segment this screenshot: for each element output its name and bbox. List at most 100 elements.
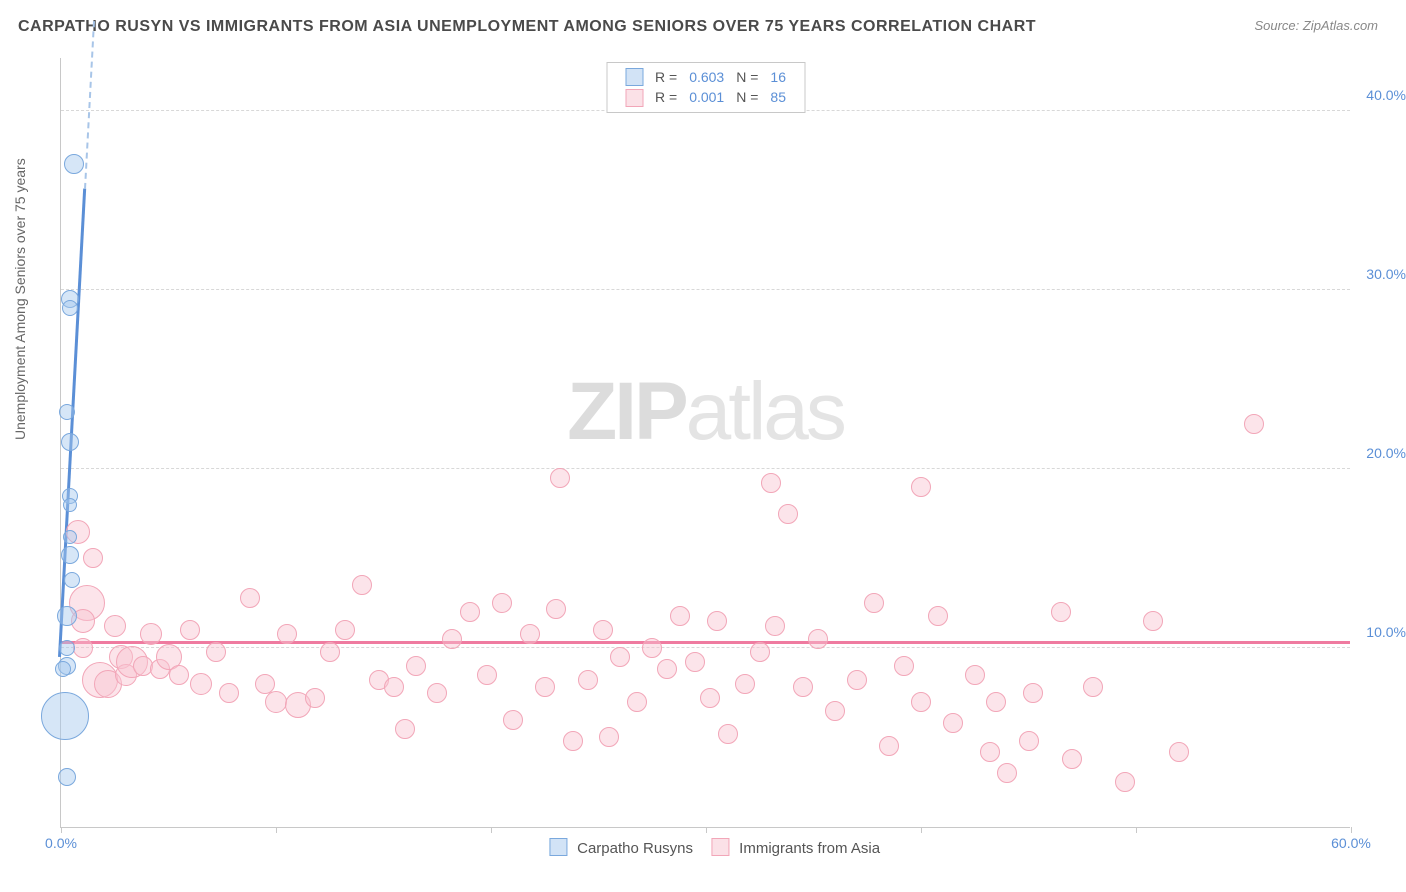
legend-swatch bbox=[625, 68, 643, 86]
data-point-pink bbox=[578, 670, 598, 690]
data-point-pink bbox=[492, 593, 512, 613]
data-point-pink bbox=[384, 677, 404, 697]
xtick-mark bbox=[706, 827, 707, 833]
data-point-pink bbox=[765, 616, 785, 636]
data-point-pink bbox=[928, 606, 948, 626]
xtick-label: 60.0% bbox=[1331, 835, 1371, 851]
watermark-bold: ZIP bbox=[567, 366, 686, 457]
header: CARPATHO RUSYN VS IMMIGRANTS FROM ASIA U… bbox=[0, 0, 1406, 44]
data-point-blue bbox=[61, 546, 79, 564]
data-point-pink bbox=[395, 719, 415, 739]
data-point-blue bbox=[64, 154, 84, 174]
data-point-pink bbox=[685, 652, 705, 672]
data-point-pink bbox=[219, 683, 239, 703]
data-point-pink bbox=[980, 742, 1000, 762]
data-point-blue bbox=[58, 768, 76, 786]
watermark-light: atlas bbox=[686, 366, 844, 457]
gridline-h bbox=[61, 647, 1350, 648]
data-point-pink bbox=[240, 588, 260, 608]
data-point-pink bbox=[546, 599, 566, 619]
ytick-label: 20.0% bbox=[1366, 445, 1406, 461]
data-point-pink bbox=[997, 763, 1017, 783]
data-point-pink bbox=[73, 638, 93, 658]
data-point-blue bbox=[64, 572, 80, 588]
data-point-pink bbox=[593, 620, 613, 640]
data-point-pink bbox=[180, 620, 200, 640]
ytick-label: 40.0% bbox=[1366, 87, 1406, 103]
data-point-pink bbox=[825, 701, 845, 721]
legend-r-value: 0.001 bbox=[683, 87, 730, 107]
data-point-pink bbox=[627, 692, 647, 712]
ytick-label: 30.0% bbox=[1366, 266, 1406, 282]
gridline-h bbox=[61, 289, 1350, 290]
data-point-pink bbox=[1083, 677, 1103, 697]
data-point-pink bbox=[1062, 749, 1082, 769]
data-point-blue bbox=[41, 692, 89, 740]
ytick-label: 10.0% bbox=[1366, 624, 1406, 640]
xtick-mark bbox=[1136, 827, 1137, 833]
data-point-pink bbox=[1169, 742, 1189, 762]
chart-plot-area: ZIPatlas 10.0%20.0%30.0%40.0%0.0%60.0%R … bbox=[60, 58, 1350, 828]
gridline-h bbox=[61, 468, 1350, 469]
data-point-pink bbox=[793, 677, 813, 697]
legend-swatch bbox=[625, 89, 643, 107]
legend-n-label: N = bbox=[730, 87, 764, 107]
data-point-pink bbox=[335, 620, 355, 640]
legend-n-label: N = bbox=[730, 67, 764, 87]
xtick-label: 0.0% bbox=[45, 835, 77, 851]
data-point-pink bbox=[1143, 611, 1163, 631]
data-point-pink bbox=[879, 736, 899, 756]
data-point-blue bbox=[61, 433, 79, 451]
data-point-pink bbox=[1023, 683, 1043, 703]
data-point-pink bbox=[503, 710, 523, 730]
data-point-pink bbox=[761, 473, 781, 493]
legend-n-value: 85 bbox=[764, 87, 792, 107]
data-point-pink bbox=[986, 692, 1006, 712]
data-point-pink bbox=[206, 642, 226, 662]
legend-correlation: R =0.603N =16R =0.001N =85 bbox=[606, 62, 805, 113]
data-point-pink bbox=[707, 611, 727, 631]
data-point-pink bbox=[1019, 731, 1039, 751]
data-point-pink bbox=[169, 665, 189, 685]
data-point-pink bbox=[735, 674, 755, 694]
data-point-pink bbox=[535, 677, 555, 697]
trendline-blue-dash bbox=[84, 21, 95, 189]
data-point-pink bbox=[778, 504, 798, 524]
watermark: ZIPatlas bbox=[567, 365, 844, 459]
legend-r-label: R = bbox=[649, 67, 683, 87]
data-point-pink bbox=[406, 656, 426, 676]
data-point-blue bbox=[57, 606, 77, 626]
legend-r-value: 0.603 bbox=[683, 67, 730, 87]
legend-r-label: R = bbox=[649, 87, 683, 107]
data-point-pink bbox=[460, 602, 480, 622]
xtick-mark bbox=[491, 827, 492, 833]
trendline-pink bbox=[61, 641, 1350, 644]
legend-n-value: 16 bbox=[764, 67, 792, 87]
legend-row: R =0.001N =85 bbox=[619, 87, 792, 107]
data-point-pink bbox=[965, 665, 985, 685]
data-point-pink bbox=[550, 468, 570, 488]
data-point-pink bbox=[847, 670, 867, 690]
data-point-blue bbox=[55, 661, 71, 677]
data-point-pink bbox=[320, 642, 340, 662]
data-point-pink bbox=[190, 673, 212, 695]
data-point-pink bbox=[599, 727, 619, 747]
data-point-blue bbox=[62, 300, 78, 316]
legend-series-label: Immigrants from Asia bbox=[735, 840, 880, 857]
xtick-mark bbox=[276, 827, 277, 833]
data-point-pink bbox=[427, 683, 447, 703]
data-point-pink bbox=[657, 659, 677, 679]
data-point-pink bbox=[943, 713, 963, 733]
legend-row: R =0.603N =16 bbox=[619, 67, 792, 87]
data-point-pink bbox=[277, 624, 297, 644]
legend-swatch bbox=[549, 838, 567, 856]
data-point-pink bbox=[104, 615, 126, 637]
y-axis-label: Unemployment Among Seniors over 75 years bbox=[12, 158, 28, 440]
xtick-mark bbox=[1351, 827, 1352, 833]
data-point-pink bbox=[864, 593, 884, 613]
legend-series-label: Carpatho Rusyns bbox=[573, 840, 693, 857]
data-point-pink bbox=[718, 724, 738, 744]
xtick-mark bbox=[921, 827, 922, 833]
data-point-pink bbox=[911, 477, 931, 497]
data-point-pink bbox=[911, 692, 931, 712]
